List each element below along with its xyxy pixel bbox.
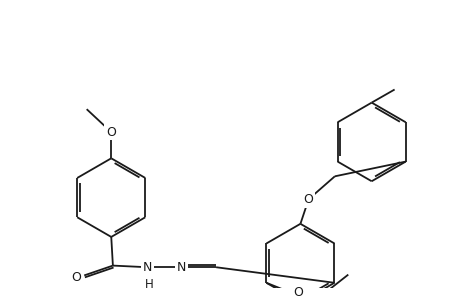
- Text: O: O: [71, 271, 81, 284]
- Text: N: N: [177, 261, 186, 274]
- Text: N: N: [142, 261, 151, 274]
- Text: H: H: [145, 278, 154, 291]
- Text: O: O: [303, 193, 313, 206]
- Text: O: O: [293, 286, 302, 299]
- Text: O: O: [106, 126, 116, 139]
